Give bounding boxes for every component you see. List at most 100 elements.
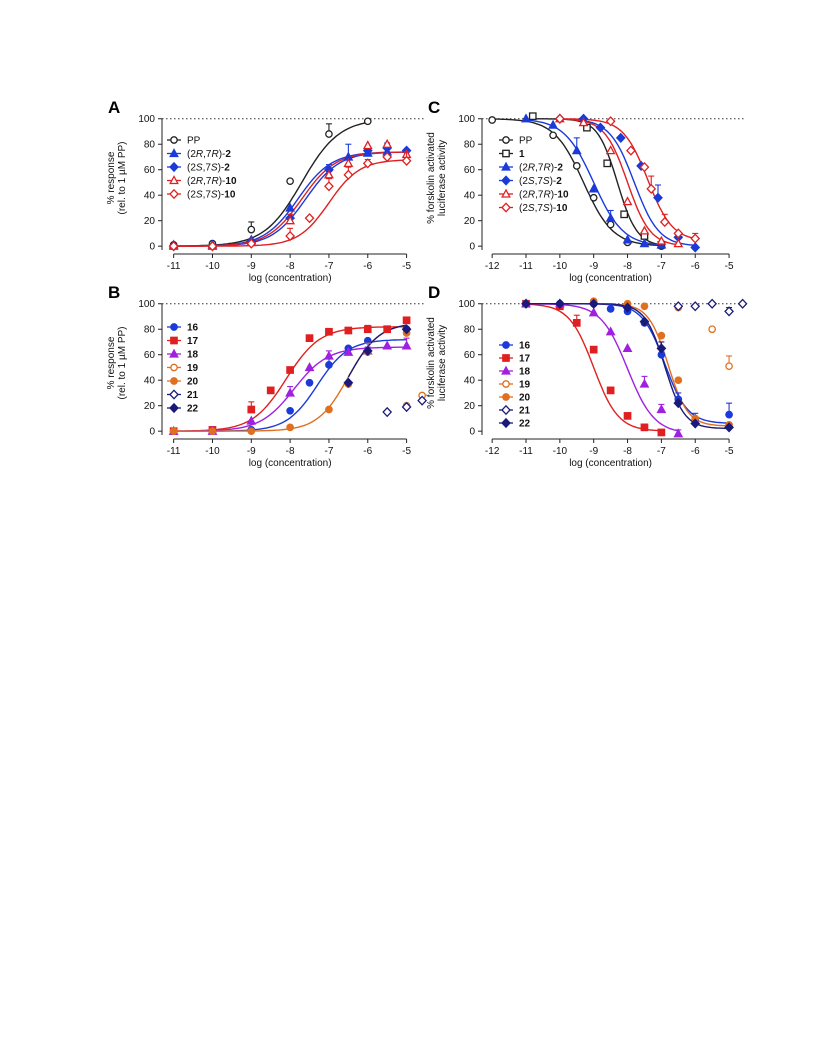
panel-c-chart: 0 20 40 60 80 100 -12 -11 -10 -9 -8 -7 -6 -5 log (conc… <box>426 112 746 284</box>
legend-marker <box>502 136 510 144</box>
data-point <box>401 155 412 166</box>
data-point <box>724 422 734 433</box>
data-point <box>673 301 684 312</box>
legend-marker <box>170 136 178 144</box>
legend-marker <box>501 365 511 375</box>
data-point <box>362 140 373 150</box>
x-tick-label: -7 <box>657 261 666 272</box>
y-tick-label: 20 <box>464 401 476 412</box>
data-point <box>708 325 717 334</box>
x-tick-label: -12 <box>485 261 500 272</box>
fit-curve <box>526 303 730 424</box>
data-point <box>673 428 684 438</box>
y-tick-label: 0 <box>469 427 475 438</box>
data-point <box>304 212 315 224</box>
data-point <box>246 415 257 425</box>
data-point <box>640 302 649 311</box>
legend-marker <box>170 336 178 345</box>
data-point <box>606 304 615 313</box>
legend-label: 18 <box>519 367 531 378</box>
data-point <box>402 316 411 325</box>
data-point <box>343 157 354 167</box>
legend-label: (2S,7S)-10 <box>187 190 236 201</box>
y-tick-label: 0 <box>149 427 155 438</box>
data-point <box>343 169 354 180</box>
x-tick-label: -11 <box>519 261 533 272</box>
x-tick-label: -9 <box>247 261 256 272</box>
y-tick-label: 20 <box>464 216 476 227</box>
y-tick-label: 100 <box>458 114 475 125</box>
legend-label: 1 <box>519 149 525 160</box>
data-point <box>304 362 315 372</box>
fit-curve <box>559 118 696 240</box>
data-point <box>285 387 296 397</box>
x-tick-label: -10 <box>205 446 220 457</box>
legend-label: (2R,7R)-10 <box>187 176 237 187</box>
data-point <box>622 234 633 244</box>
data-point <box>605 145 616 155</box>
data-point <box>620 210 629 219</box>
y-tick-label: 20 <box>144 401 156 412</box>
data-point <box>266 386 275 395</box>
data-point <box>639 162 650 173</box>
data-point <box>401 324 412 335</box>
y-tick-label: 80 <box>144 325 156 336</box>
legend-label: 19 <box>187 363 199 374</box>
y-axis-label: % response <box>106 151 117 204</box>
legend-label: 21 <box>519 406 531 417</box>
data-point <box>690 242 701 253</box>
legend-label: 18 <box>187 350 199 361</box>
data-point <box>606 220 615 229</box>
legend-label: PP <box>519 136 533 147</box>
legend-label: 20 <box>519 393 531 404</box>
data-point <box>657 428 666 437</box>
x-tick-label: -8 <box>286 446 295 457</box>
x-tick-label: -8 <box>286 261 295 272</box>
y-tick-label: 100 <box>458 299 475 310</box>
x-tick-label: -5 <box>725 446 734 457</box>
fit-curve <box>525 119 662 246</box>
legend-marker <box>169 402 179 414</box>
x-tick-label: -7 <box>657 446 666 457</box>
data-point <box>588 183 599 193</box>
legend-marker <box>501 188 511 198</box>
y-tick-label: 0 <box>469 242 475 253</box>
x-tick-label: -8 <box>623 261 632 272</box>
legend-marker <box>169 348 179 358</box>
x-axis-label: log (concentration) <box>249 458 332 469</box>
data-point <box>615 132 626 144</box>
data-point <box>343 346 354 356</box>
data-point <box>626 145 636 156</box>
data-point <box>343 377 354 388</box>
x-tick-label: -6 <box>363 261 372 272</box>
data-point <box>344 326 353 335</box>
data-point <box>383 325 392 334</box>
legend-label: (2S,7S)-2 <box>519 176 562 187</box>
data-point <box>325 405 333 414</box>
legend-marker <box>169 188 179 200</box>
fit-curve <box>525 303 662 432</box>
data-point <box>622 302 633 313</box>
x-tick-label: -10 <box>553 261 568 272</box>
y-tick-label: 60 <box>144 350 156 361</box>
y-tick-label: 100 <box>138 114 155 125</box>
y-tick-label: 40 <box>144 376 156 387</box>
legend-label: 16 <box>187 323 199 334</box>
legend-marker <box>169 148 179 158</box>
data-point <box>324 169 334 179</box>
y-tick-label: 60 <box>144 165 156 176</box>
data-point <box>656 343 667 354</box>
data-point <box>656 235 667 245</box>
data-point <box>639 378 650 388</box>
y-axis-label: (rel. to 1 µM PP) <box>117 142 128 215</box>
legend-marker <box>170 363 178 372</box>
panel-a-label: A <box>108 98 121 117</box>
data-point <box>725 362 733 371</box>
panel-c: C 0 20 40 60 80 100 -12 -11 -10 -9 -8 -7 -6 -5 log (co… <box>424 98 754 293</box>
data-point <box>247 225 256 234</box>
data-point <box>653 192 663 203</box>
data-point <box>673 397 684 409</box>
x-tick-label: -11 <box>519 446 533 457</box>
y-axis-label: % forskolin activated <box>426 132 437 224</box>
fit-curve <box>559 118 679 246</box>
